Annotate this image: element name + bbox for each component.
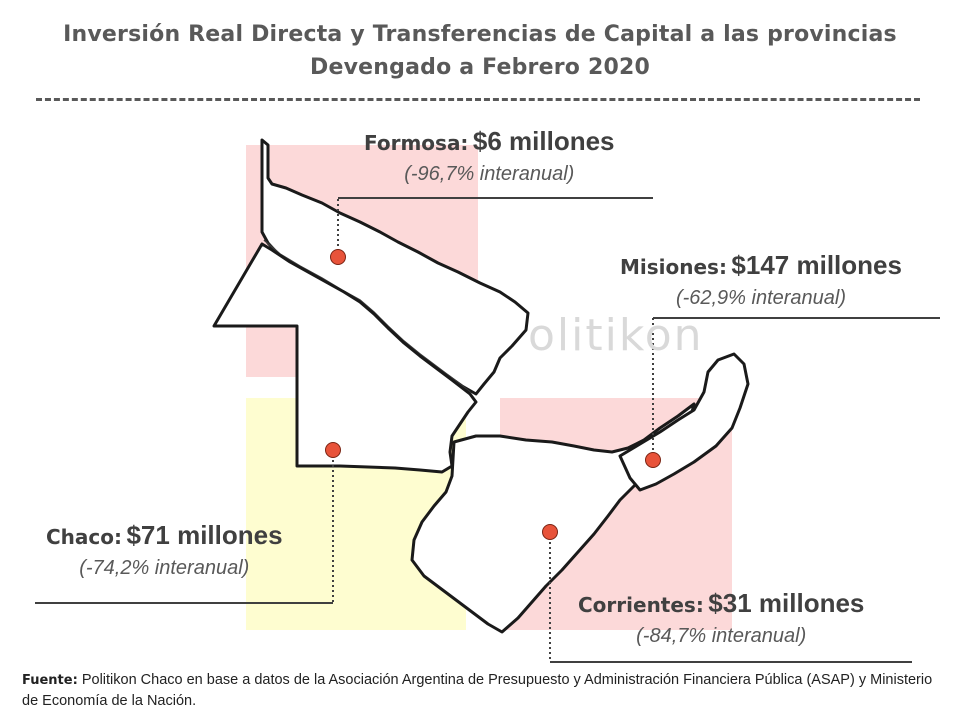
watermark: olitikon [528,310,704,361]
source-text: Politikon Chaco en base a datos de la As… [22,672,933,709]
formosa-amount: $6 millones [472,126,615,156]
chaco-amount: $71 millones [126,520,283,550]
chaco-name: Chaco: [46,525,123,549]
corrientes-amount: $31 millones [708,588,865,618]
corrientes-label: Corrientes: $31 millones (-84,7% interan… [578,588,864,648]
misiones-name: Misiones: [620,255,727,279]
misiones-label: Misiones: $147 millones (-62,9% interanu… [620,250,902,310]
chart-subtitle: Devengado a Febrero 2020 [310,55,650,80]
corrientes-name: Corrientes: [578,593,704,617]
misiones-marker [645,452,661,468]
chaco-province-shape [212,242,478,474]
corrientes-marker [542,524,558,540]
misiones-change: (-62,9% interanual) [675,287,847,309]
formosa-change: (-96,7% interanual) [404,163,575,185]
formosa-name: Formosa: [364,131,469,155]
formosa-label: Formosa: $6 millones (-96,7% interanual) [364,126,615,186]
chaco-label: Chaco: $71 millones (-74,2% interanual) [46,520,283,580]
misiones-amount: $147 millones [731,250,902,280]
chart-title: Inversión Real Directa y Transferencias … [63,22,897,47]
source-note: Fuente: Politikon Chaco en base a datos … [22,670,942,712]
source-label: Fuente: [22,673,78,688]
chaco-marker [325,442,341,458]
formosa-marker [330,249,346,265]
chaco-change: (-74,2% interanual) [79,557,250,579]
title-divider [36,98,920,101]
corrientes-change: (-84,7% interanual) [636,625,807,647]
